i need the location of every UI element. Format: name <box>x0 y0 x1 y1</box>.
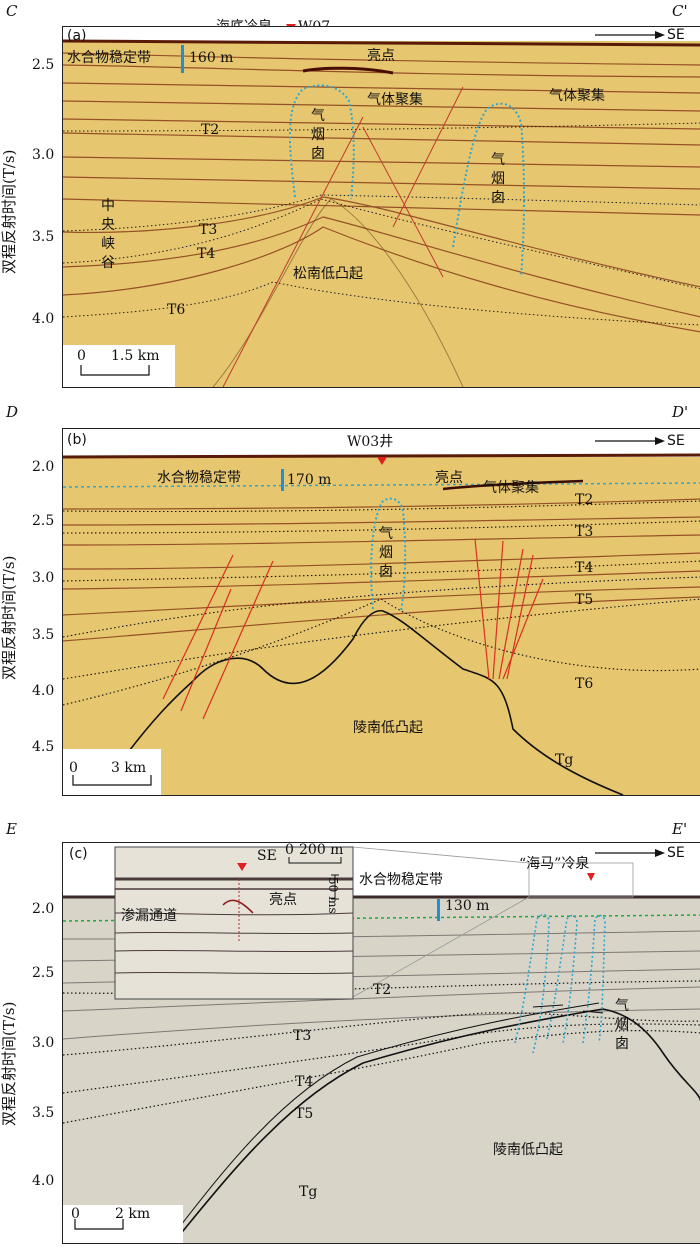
inset-leak-channel: 渗漏通道 <box>121 908 177 924</box>
horizon-b-t3: T3 <box>575 524 594 540</box>
ytick-b-1: 2.5 <box>32 513 55 529</box>
panel-letter-c: (c) <box>69 846 88 862</box>
hsz-thickness-a: 160 m <box>189 50 234 66</box>
seep-label-c: “海马”冷泉 <box>519 856 590 872</box>
scale-value-c: 2 km <box>115 1206 151 1222</box>
corner-label-c-prime: C' <box>672 2 688 20</box>
uplift-label-c: 陵南低凸起 <box>493 1142 563 1158</box>
scale-value-a: 1.5 km <box>111 348 160 364</box>
corner-label-d: D <box>6 403 19 421</box>
bright-spot-b: 亮点 <box>435 470 463 486</box>
ytick-c-4: 4.0 <box>32 1173 55 1189</box>
horizon-a-t3: T3 <box>199 222 218 238</box>
gas-chimney-b: 气烟囱 <box>379 526 393 580</box>
horizon-b-t5: T5 <box>575 592 594 608</box>
ytick-b-5: 4.5 <box>32 739 55 755</box>
uplift-label-a: 松南低凸起 <box>293 266 363 282</box>
horizon-c-t5: T5 <box>295 1106 314 1122</box>
ytick-b-2: 3.0 <box>32 570 55 586</box>
scale-zero-b: 0 <box>69 760 78 776</box>
ytick-a-3: 4.0 <box>32 311 55 327</box>
ytick-c-2: 3.0 <box>32 1035 55 1051</box>
horizon-c-t4: T4 <box>295 1074 314 1090</box>
ytick-b-4: 4.0 <box>32 683 55 699</box>
hsz-thickness-c: 130 m <box>445 898 490 914</box>
panel-letter-a: (a) <box>67 28 87 44</box>
seismic-section-c <box>63 843 700 1243</box>
uplift-label-b: 陵南低凸起 <box>353 720 423 736</box>
horizon-b-tg: Tg <box>555 752 574 768</box>
direction-label-a: SE <box>667 27 685 43</box>
horizon-b-t2: T2 <box>575 492 594 508</box>
horizon-a-t2: T2 <box>201 122 220 138</box>
horizon-b-t6: T6 <box>575 676 594 692</box>
ytick-a-2: 3.5 <box>32 229 55 245</box>
ytick-a-1: 3.0 <box>32 147 55 163</box>
corner-label-c: C <box>6 2 18 20</box>
direction-label-b: SE <box>667 433 685 449</box>
panel-letter-b: (b) <box>67 432 87 448</box>
scale-zero-c: 0 <box>71 1206 80 1222</box>
ytick-a-0: 2.5 <box>32 57 55 73</box>
hsz-label-a: 水合物稳定带 <box>67 50 151 66</box>
y-axis-label-b: 双程反射时间(T/s) <box>0 555 18 680</box>
seismic-panel-b: (b) SE W03井 水合物稳定带 170 m 亮点 气体聚集 气烟囱 T2 … <box>62 428 700 796</box>
ytick-b-3: 3.5 <box>32 627 55 643</box>
ytick-c-0: 2.0 <box>32 901 55 917</box>
gas-accumulation-a1: 气体聚集 <box>367 92 423 108</box>
seismic-section-a <box>63 27 700 387</box>
corner-label-e: E <box>6 820 17 838</box>
seismic-panel-c: (c) SE “海马”冷泉 水合物稳定带 130 m 气烟囱 T2 T3 T4 … <box>62 842 700 1244</box>
hsz-label-c: 水合物稳定带 <box>359 872 443 888</box>
seismic-panel-a: (a) SE 水合物稳定带 160 m 亮点 气体聚集 气体聚集 气烟囱 气烟囱… <box>62 26 700 388</box>
ytick-b-0: 2.0 <box>32 459 55 475</box>
inset-direction: SE <box>257 848 277 864</box>
ytick-c-1: 2.5 <box>32 965 55 981</box>
scale-zero-a: 0 <box>77 348 86 364</box>
inset-bright-spot: 亮点 <box>269 892 297 908</box>
gas-chimney-a1: 气烟囱 <box>311 108 325 162</box>
horizon-c-tg: Tg <box>299 1184 318 1200</box>
well-label-b: W03井 <box>347 434 394 450</box>
scale-value-b: 3 km <box>111 760 147 776</box>
inset-scale-zero: 0 <box>285 842 294 858</box>
y-axis-label-a: 双程反射时间(T/s) <box>0 149 18 274</box>
seismic-section-b <box>63 429 700 795</box>
inset-time-scale: 50 ms <box>326 877 340 914</box>
hsz-label-b: 水合物稳定带 <box>157 470 241 486</box>
inset-scale-value: 200 m <box>299 842 344 858</box>
hsz-thickness-b: 170 m <box>287 472 332 488</box>
horizon-a-t6: T6 <box>167 302 186 318</box>
gas-accumulation-b: 气体聚集 <box>483 480 539 496</box>
direction-label-c: SE <box>667 845 685 861</box>
gas-chimney-a2: 气烟囱 <box>491 152 505 206</box>
horizon-a-t4: T4 <box>197 246 216 262</box>
ytick-c-3: 3.5 <box>32 1105 55 1121</box>
gas-accumulation-a2: 气体聚集 <box>549 88 605 104</box>
corner-label-e-prime: E' <box>672 820 688 838</box>
canyon-label: 中央峡谷 <box>101 198 115 271</box>
horizon-b-t4: T4 <box>575 560 594 576</box>
corner-label-d-prime: D' <box>672 403 689 421</box>
y-axis-label-c: 双程反射时间(T/s) <box>0 1001 18 1126</box>
bright-spot-a: 亮点 <box>367 48 395 64</box>
horizon-c-t3: T3 <box>293 1028 312 1044</box>
horizon-c-t2: T2 <box>373 982 392 998</box>
gas-chimney-c: 气烟囱 <box>615 998 629 1052</box>
